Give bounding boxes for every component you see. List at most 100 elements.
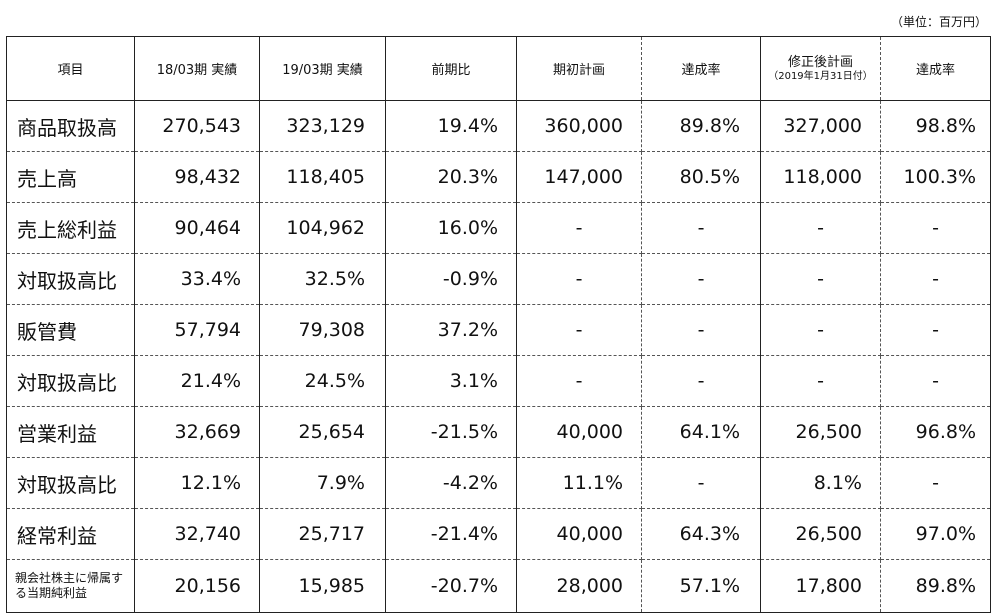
cell-fy19-actual: 323,129	[259, 100, 386, 152]
cell-initial-plan: -	[516, 304, 642, 356]
cell-fy19-actual: 32.5%	[259, 253, 386, 305]
cell-fy18-actual: 12.1%	[134, 457, 260, 509]
cell-initial-plan: 40,000	[516, 508, 642, 560]
cell-fy18-actual: 20,156	[134, 559, 260, 613]
cell-fy18-actual: 32,740	[134, 508, 260, 560]
table-row: 販管費 57,794 79,308 37.2% - - - -	[6, 304, 991, 356]
table-row: 対取扱高比 21.4% 24.5% 3.1% - - - -	[6, 355, 991, 407]
cell-revised-plan: 8.1%	[760, 457, 881, 509]
row-label: 対取扱高比	[6, 457, 135, 509]
cell-initial-plan: -	[516, 202, 642, 254]
cell-achievement-initial: -	[641, 304, 761, 356]
cell-yoy: 16.0%	[385, 202, 517, 254]
cell-achievement-initial: 57.1%	[641, 559, 761, 613]
cell-achievement-initial: 64.1%	[641, 406, 761, 458]
cell-achievement-initial: 64.3%	[641, 508, 761, 560]
cell-revised-plan: 118,000	[760, 151, 881, 203]
row-label: 対取扱高比	[6, 355, 135, 407]
cell-achievement-initial: 80.5%	[641, 151, 761, 203]
table-row: 対取扱高比 33.4% 32.5% -0.9% - - - -	[6, 253, 991, 305]
cell-achievement-revised: 97.0%	[880, 508, 991, 560]
header-revised-plan-date: （2019年1月31日付）	[768, 71, 873, 82]
row-label: 経常利益	[6, 508, 135, 560]
cell-achievement-revised: 89.8%	[880, 559, 991, 613]
cell-yoy: 3.1%	[385, 355, 517, 407]
cell-achievement-revised: -	[880, 304, 991, 356]
cell-fy18-actual: 57,794	[134, 304, 260, 356]
header-revised-plan: 修正後計画 （2019年1月31日付）	[760, 36, 881, 101]
cell-revised-plan: -	[760, 253, 881, 305]
cell-initial-plan: 28,000	[516, 559, 642, 613]
header-row: 項目 18/03期 実績 19/03期 実績 前期比 期初計画 達成率 修正後計…	[6, 36, 991, 101]
row-label: 販管費	[6, 304, 135, 356]
cell-revised-plan: 26,500	[760, 406, 881, 458]
cell-achievement-revised: -	[880, 457, 991, 509]
header-fy18-actual: 18/03期 実績	[134, 36, 260, 101]
cell-fy19-actual: 104,962	[259, 202, 386, 254]
cell-achievement-initial: -	[641, 253, 761, 305]
cell-yoy: -21.4%	[385, 508, 517, 560]
cell-yoy: 37.2%	[385, 304, 517, 356]
table-row: 売上高 98,432 118,405 20.3% 147,000 80.5% 118,000…	[6, 151, 991, 203]
row-label: 売上高	[6, 151, 135, 203]
cell-achievement-revised: -	[880, 202, 991, 254]
cell-fy19-actual: 7.9%	[259, 457, 386, 509]
header-fy19-actual: 19/03期 実績	[259, 36, 386, 101]
cell-yoy: -20.7%	[385, 559, 517, 613]
cell-yoy: -4.2%	[385, 457, 517, 509]
header-revised-plan-label: 修正後計画	[787, 55, 853, 70]
cell-initial-plan: 40,000	[516, 406, 642, 458]
cell-fy18-actual: 21.4%	[134, 355, 260, 407]
cell-initial-plan: 360,000	[516, 100, 642, 152]
cell-fy19-actual: 118,405	[259, 151, 386, 203]
cell-fy19-actual: 24.5%	[259, 355, 386, 407]
cell-fy19-actual: 79,308	[259, 304, 386, 356]
cell-yoy: 19.4%	[385, 100, 517, 152]
table-row: 売上総利益 90,464 104,962 16.0% - - - -	[6, 202, 991, 254]
cell-fy19-actual: 15,985	[259, 559, 386, 613]
row-label: 商品取扱高	[6, 100, 135, 152]
cell-revised-plan: -	[760, 304, 881, 356]
cell-achievement-revised: 100.3%	[880, 151, 991, 203]
cell-revised-plan: -	[760, 202, 881, 254]
header-achievement-initial: 達成率	[641, 36, 761, 101]
cell-revised-plan: 26,500	[760, 508, 881, 560]
results-table: 項目 18/03期 実績 19/03期 実績 前期比 期初計画 達成率 修正後計…	[6, 36, 991, 613]
cell-revised-plan: 327,000	[760, 100, 881, 152]
cell-fy18-actual: 90,464	[134, 202, 260, 254]
cell-achievement-revised: -	[880, 355, 991, 407]
cell-initial-plan: -	[516, 253, 642, 305]
cell-initial-plan: -	[516, 355, 642, 407]
row-label: 親会社株主に帰属する当期純利益	[6, 559, 135, 613]
cell-achievement-initial: 89.8%	[641, 100, 761, 152]
cell-achievement-initial: -	[641, 355, 761, 407]
header-achievement-revised: 達成率	[880, 36, 991, 101]
cell-fy19-actual: 25,654	[259, 406, 386, 458]
table-row: 対取扱高比 12.1% 7.9% -4.2% 11.1% -8.1% -	[6, 457, 991, 509]
table-row: 経常利益 32,740 25,717 -21.4% 40,000 64.3% 26,500 9…	[6, 508, 991, 560]
header-initial-plan: 期初計画	[516, 36, 642, 101]
cell-fy18-actual: 32,669	[134, 406, 260, 458]
cell-fy18-actual: 98,432	[134, 151, 260, 203]
cell-achievement-initial: -	[641, 457, 761, 509]
row-label: 営業利益	[6, 406, 135, 458]
row-label: 売上総利益	[6, 202, 135, 254]
header-item: 項目	[6, 36, 135, 101]
cell-achievement-revised: 96.8%	[880, 406, 991, 458]
cell-fy18-actual: 33.4%	[134, 253, 260, 305]
row-label: 対取扱高比	[6, 253, 135, 305]
header-yoy: 前期比	[385, 36, 517, 101]
cell-initial-plan: 11.1%	[516, 457, 642, 509]
cell-revised-plan: -	[760, 355, 881, 407]
cell-initial-plan: 147,000	[516, 151, 642, 203]
cell-yoy: -0.9%	[385, 253, 517, 305]
cell-fy19-actual: 25,717	[259, 508, 386, 560]
table-row: 営業利益 32,669 25,654 -21.5% 40,000 64.1% 26,500 9…	[6, 406, 991, 458]
cell-revised-plan: 17,800	[760, 559, 881, 613]
cell-achievement-revised: 98.8%	[880, 100, 991, 152]
cell-fy18-actual: 270,543	[134, 100, 260, 152]
unit-note: （単位：百万円）	[890, 15, 987, 29]
table-row: 親会社株主に帰属する当期純利益 20,156 15,985 -20.7% 28,000 5…	[6, 559, 991, 613]
table-row: 商品取扱高 270,543 323,129 19.4% 360,000 89.8% 327,…	[6, 100, 991, 152]
cell-yoy: 20.3%	[385, 151, 517, 203]
